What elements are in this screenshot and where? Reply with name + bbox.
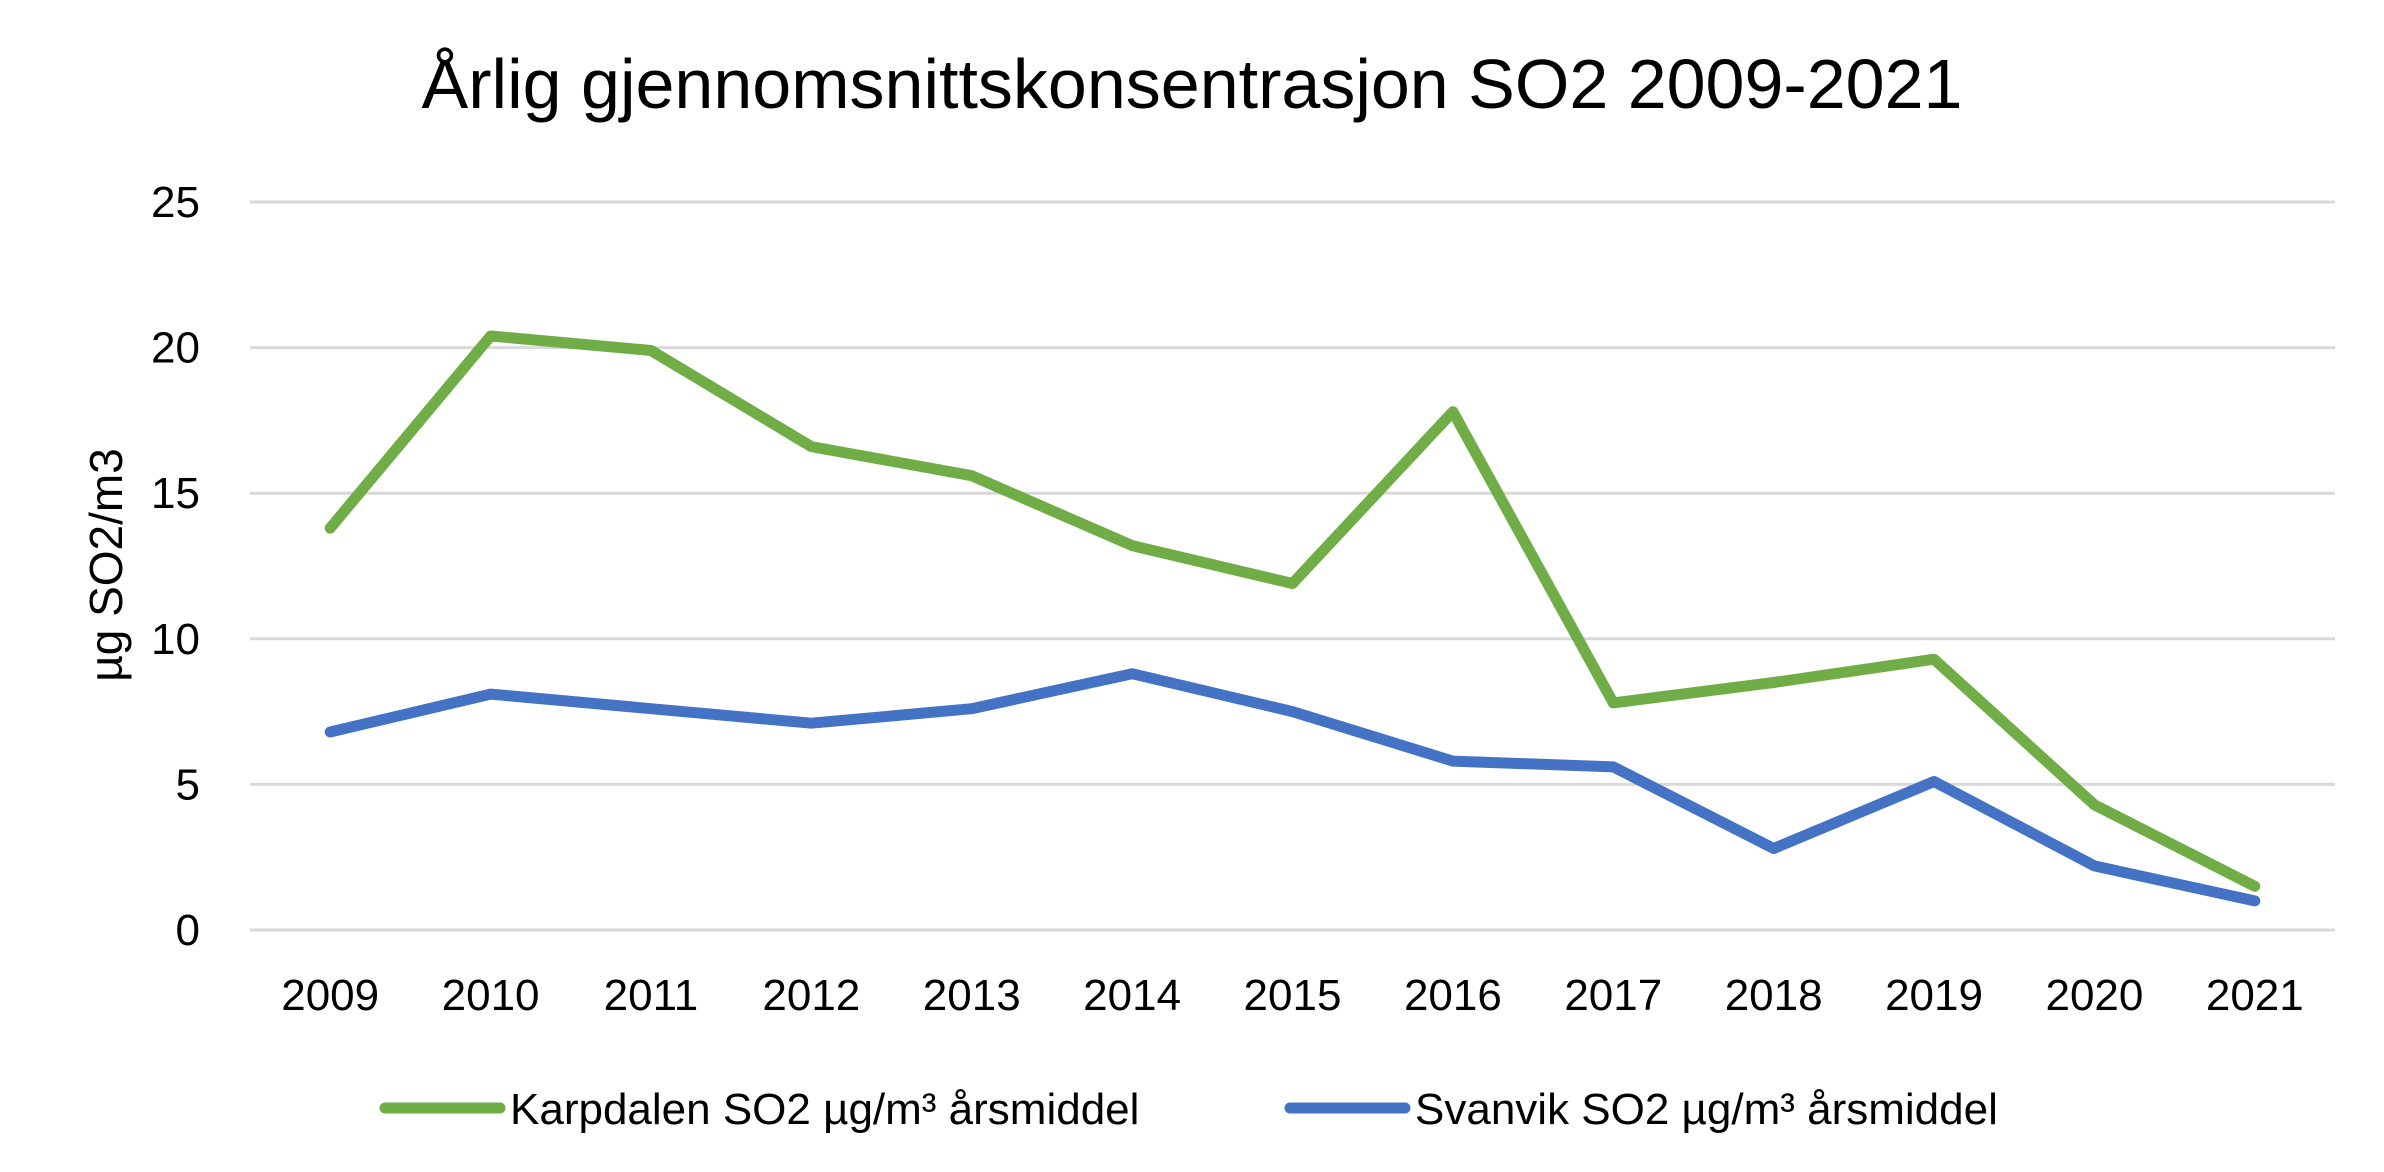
y-tick-label: 5 <box>176 760 200 809</box>
gridlines <box>250 200 2335 932</box>
x-tick-label: 2020 <box>2045 971 2143 1020</box>
y-tick-label: 10 <box>151 615 200 664</box>
x-tick-label: 2018 <box>1725 971 1823 1020</box>
series-line-0 <box>324 330 2261 892</box>
x-tick-label: 2021 <box>2206 971 2304 1020</box>
legend: Karpdalen SO2 µg/m³ årsmiddel Svanvik SO2… <box>379 1085 1998 1134</box>
legend-label-0: Karpdalen SO2 µg/m³ årsmiddel <box>510 1085 1139 1134</box>
chart-title: Årlig gjennomsnittskonsentrasjon SO2 200… <box>422 45 1963 123</box>
x-tick-label: 2015 <box>1244 971 1342 1020</box>
x-tick-label: 2011 <box>604 971 699 1020</box>
legend-label-1: Svanvik SO2 µg/m³ årsmiddel <box>1415 1085 1998 1134</box>
x-tick-label: 2010 <box>442 971 540 1020</box>
x-tick-label: 2009 <box>281 971 379 1020</box>
series-line-1 <box>324 668 2261 907</box>
x-axis-ticks: 2009 2010 2011 2012 2013 2014 2015 2016 2017 2018… <box>281 971 2304 1020</box>
y-axis-label: µg SO2/m3 <box>80 448 132 682</box>
y-tick-label: 15 <box>151 469 200 518</box>
x-tick-label: 2013 <box>923 971 1021 1020</box>
x-tick-label: 2014 <box>1083 971 1181 1020</box>
x-tick-label: 2019 <box>1885 971 1983 1020</box>
y-axis-ticks: 0 5 10 15 20 25 <box>151 178 200 955</box>
x-tick-label: 2016 <box>1404 971 1502 1020</box>
y-tick-label: 20 <box>151 324 200 373</box>
y-tick-label: 25 <box>151 178 200 227</box>
series-lines <box>324 330 2261 907</box>
y-tick-label: 0 <box>176 906 200 955</box>
x-tick-label: 2017 <box>1564 971 1662 1020</box>
x-tick-label: 2012 <box>762 971 860 1020</box>
